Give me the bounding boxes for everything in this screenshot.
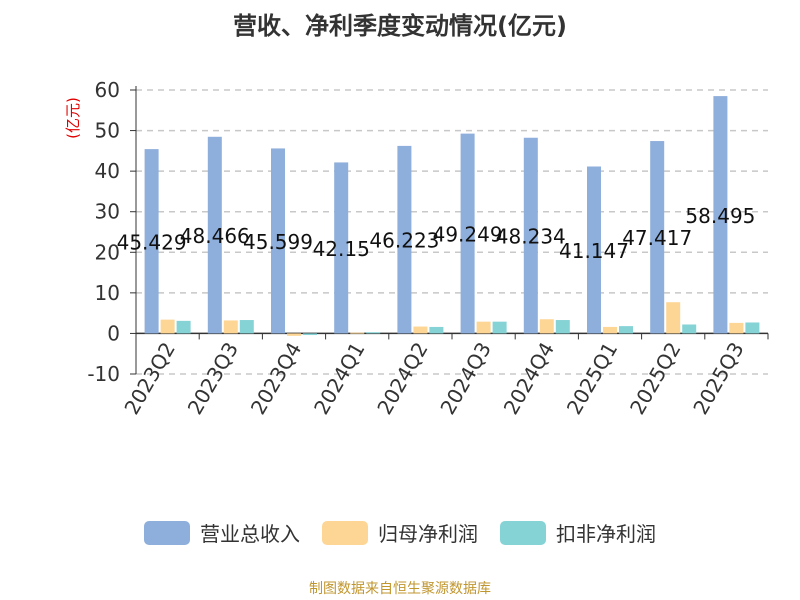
legend: 营业总收入 归母净利润 扣非净利润 <box>0 518 800 547</box>
x-tick-label: 2025Q3 <box>688 338 748 419</box>
x-tick-label: 2024Q1 <box>309 338 369 419</box>
legend-item[interactable]: 扣非净利润 <box>500 518 656 547</box>
bar <box>555 320 570 334</box>
data-label: 49.249 <box>433 223 503 247</box>
data-label: 45.599 <box>243 230 313 254</box>
legend-swatch <box>144 520 190 545</box>
bar <box>587 166 601 334</box>
x-tick-label: 2025Q2 <box>625 338 685 419</box>
y-tick-label: 20 <box>95 240 120 264</box>
bar <box>271 148 285 334</box>
y-tick-label: 10 <box>95 281 120 305</box>
bar <box>666 302 681 334</box>
data-label: 42.15 <box>313 237 370 261</box>
bar <box>176 320 191 334</box>
bar <box>603 326 617 334</box>
chart-title: 营收、净利季度变动情况(亿元) <box>233 12 567 40</box>
x-tick-label: 2024Q3 <box>435 338 495 419</box>
x-tick-label: 2024Q4 <box>499 338 559 419</box>
bar <box>334 162 349 334</box>
x-tick-label: 2023Q4 <box>246 338 306 419</box>
y-tick-label: 30 <box>95 200 120 224</box>
data-label: 46.223 <box>369 229 439 253</box>
data-label: 45.429 <box>117 230 187 254</box>
bar <box>476 321 491 334</box>
bar <box>207 136 222 334</box>
bar <box>682 324 697 334</box>
bar <box>287 333 301 336</box>
bar <box>366 332 381 334</box>
bar <box>523 137 538 334</box>
legend-swatch <box>500 520 546 545</box>
y-tick-label: 60 <box>95 78 120 102</box>
bar <box>713 96 728 334</box>
data-label: 48.466 <box>180 224 250 248</box>
legend-label: 归母净利润 <box>378 522 478 546</box>
bars <box>144 96 760 336</box>
x-tick-label: 2023Q3 <box>183 338 243 419</box>
data-label: 41.147 <box>559 239 629 263</box>
y-tick-label: 50 <box>95 119 120 143</box>
y-axis-label: (亿元) <box>64 97 82 139</box>
bar <box>539 319 554 334</box>
x-tick-label: 2025Q1 <box>562 338 622 419</box>
legend-item[interactable]: 归母净利润 <box>322 518 478 547</box>
bar <box>350 332 365 334</box>
bar <box>223 320 238 334</box>
x-tick-label: 2024Q2 <box>372 338 432 419</box>
legend-label: 扣非净利润 <box>556 522 656 546</box>
source-note: 制图数据来自恒生聚源数据库 <box>309 581 491 597</box>
x-tick-label: 2023Q2 <box>119 338 179 419</box>
bar <box>303 333 317 336</box>
bar <box>460 133 475 334</box>
bar <box>429 326 444 334</box>
legend-item[interactable]: 营业总收入 <box>144 518 300 547</box>
y-tick-label: 0 <box>107 321 120 345</box>
bar <box>144 149 159 334</box>
bar <box>492 321 507 334</box>
bar <box>729 322 744 334</box>
legend-swatch <box>322 520 368 545</box>
data-label: 48.234 <box>496 225 566 249</box>
bar <box>650 141 665 334</box>
y-tick-label: 40 <box>95 159 120 183</box>
data-label: 47.417 <box>622 226 692 250</box>
legend-label: 营业总收入 <box>200 522 300 546</box>
data-label: 58.495 <box>685 204 755 228</box>
bar <box>397 145 412 334</box>
bar <box>413 326 428 334</box>
bar <box>239 320 254 334</box>
bar <box>745 322 760 334</box>
bar <box>619 326 633 334</box>
bar <box>160 319 175 334</box>
y-tick-label: -10 <box>87 362 120 386</box>
